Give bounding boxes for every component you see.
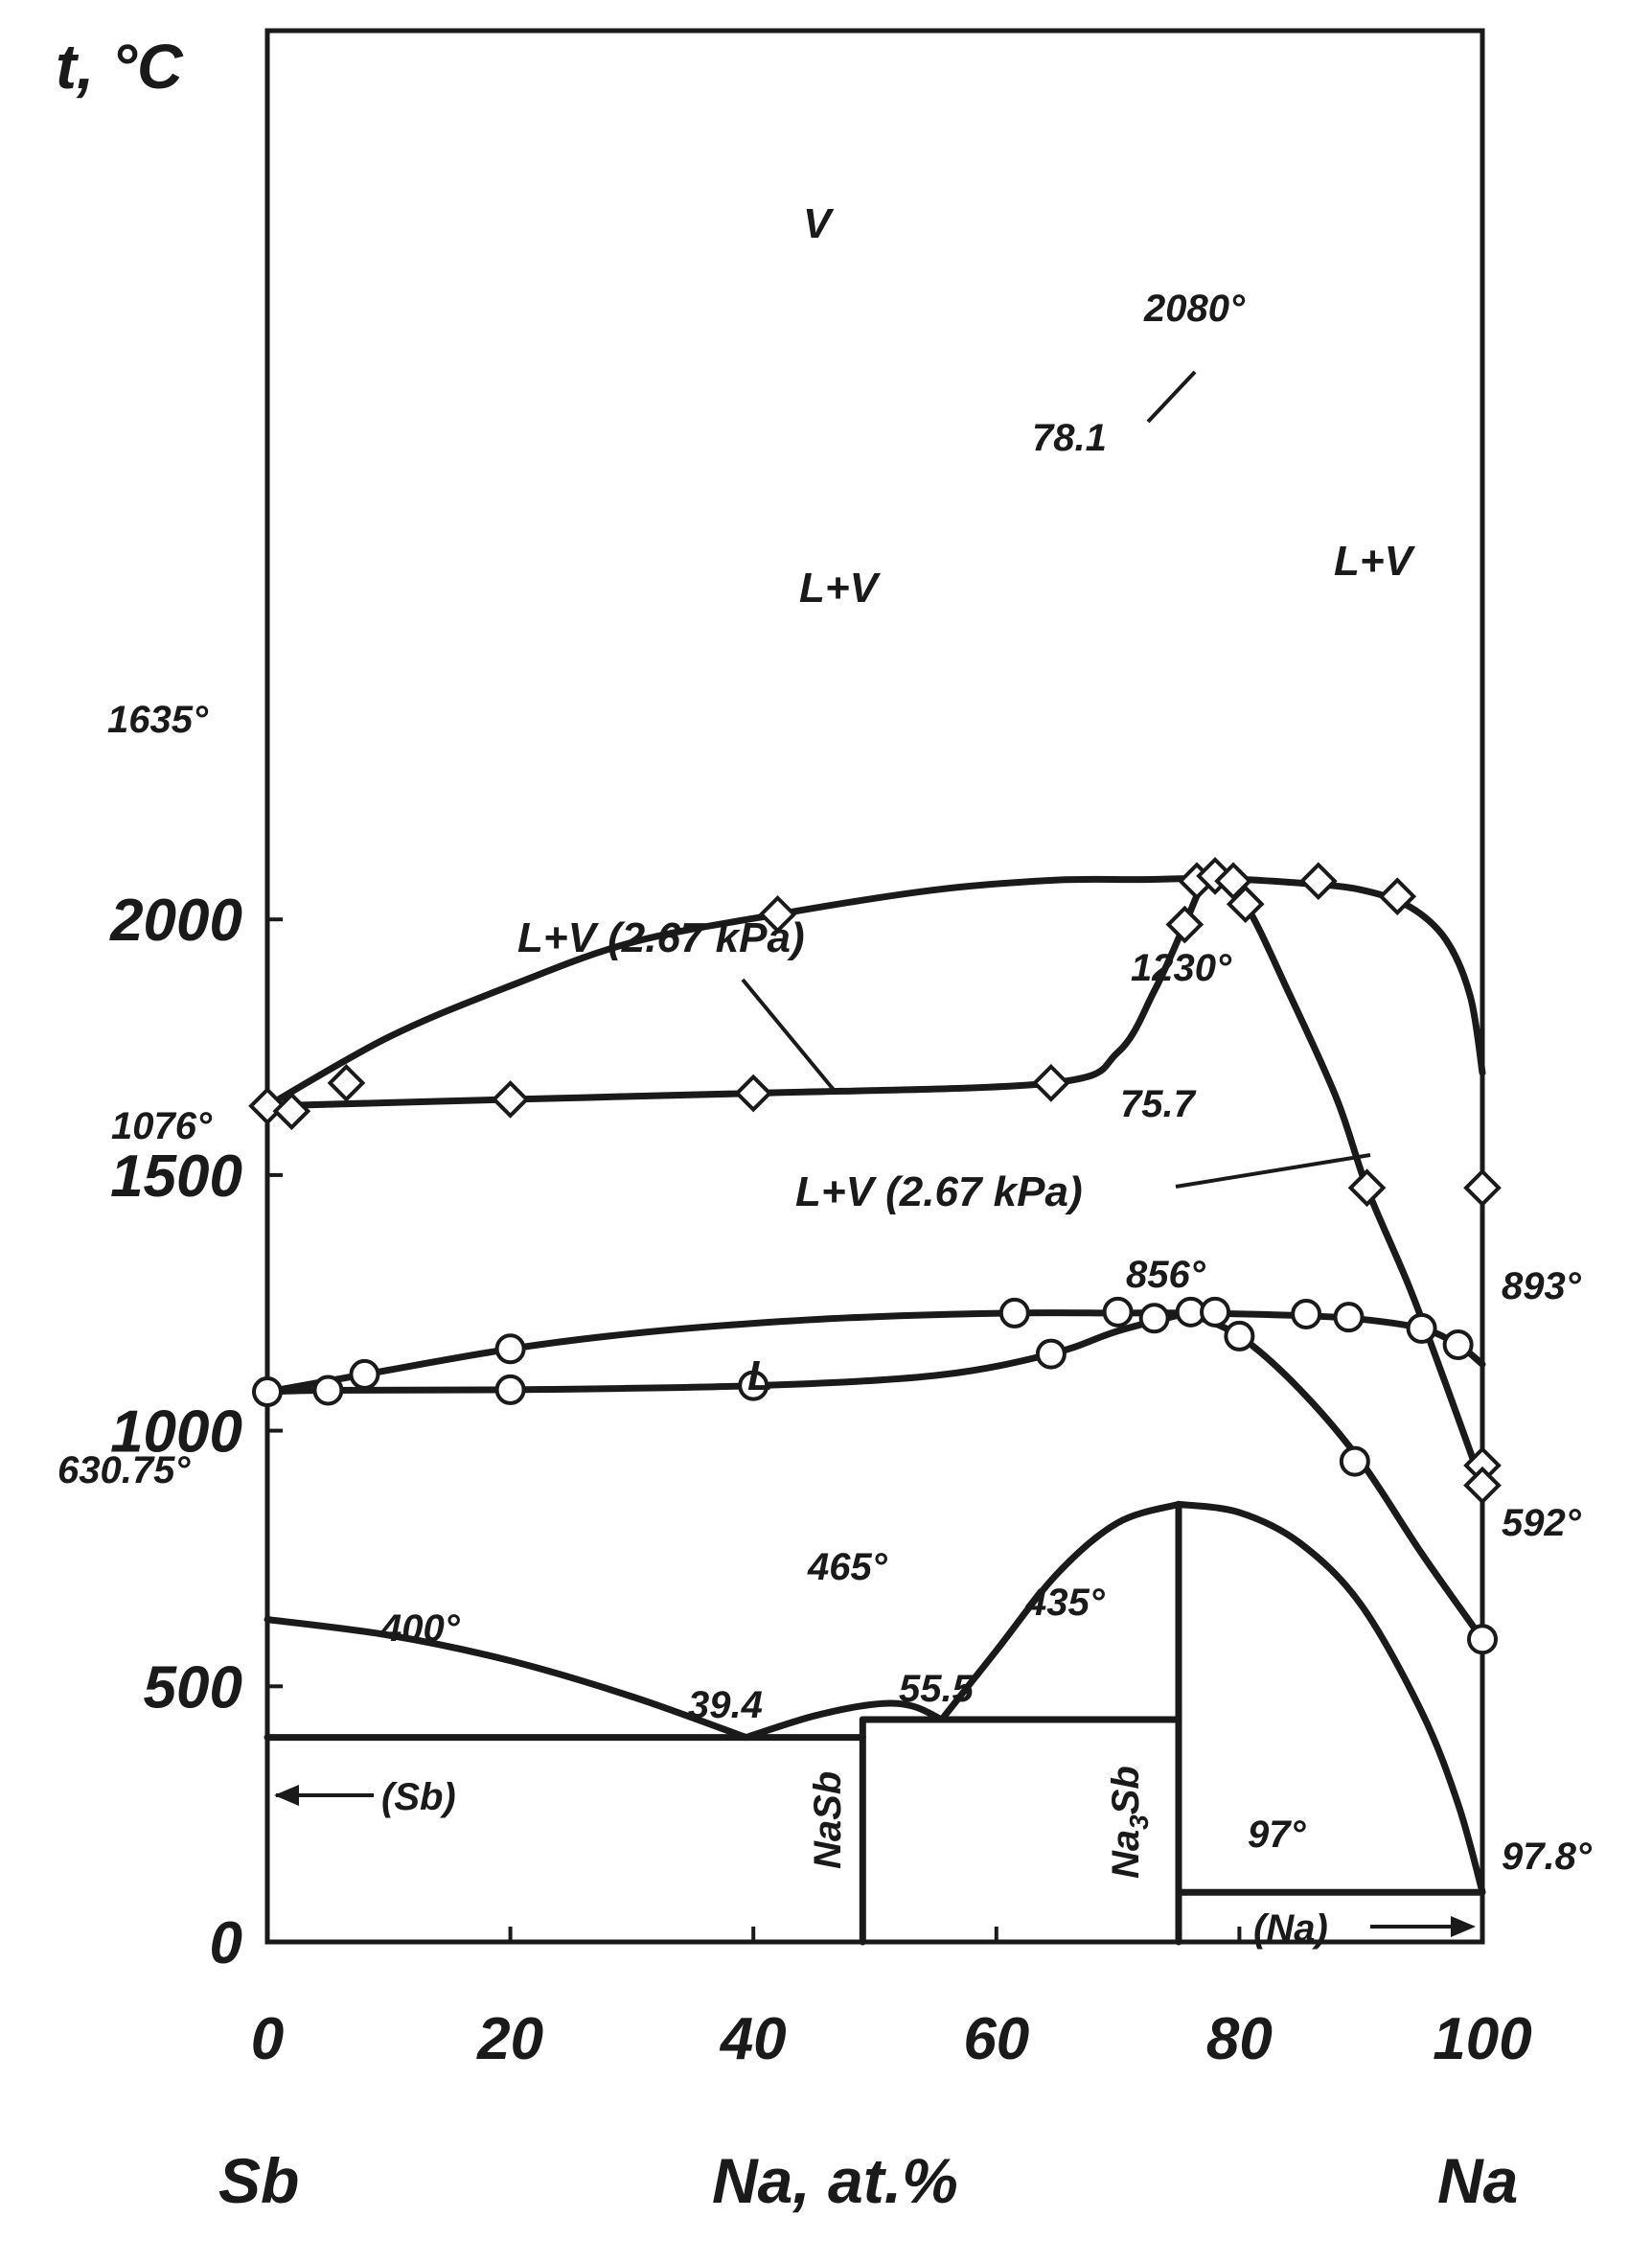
- circle-marker: [252, 1376, 283, 1408]
- label-75-7: 75.7: [1120, 1083, 1197, 1125]
- arrow-left-icon: [274, 1785, 299, 1806]
- circle-marker: [1333, 1302, 1365, 1333]
- arrow-right-icon: [1451, 1916, 1476, 1937]
- x-tick-label: 40: [719, 2006, 787, 2072]
- phase-boundary-curve: [1212, 875, 1486, 1490]
- diamond-marker: [1463, 1168, 1502, 1208]
- y-tick-label: 2000: [109, 888, 242, 954]
- phase-boundary-curve: [938, 1500, 1182, 1723]
- diamond-marker: [1298, 862, 1338, 901]
- label-435: 435°: [1024, 1582, 1106, 1624]
- phase-boundary-curve: [1175, 1500, 1486, 1896]
- diamond-marker: [248, 1087, 287, 1125]
- circle-marker: [1102, 1296, 1134, 1328]
- label-na3sb-sub: 3: [1124, 1814, 1154, 1830]
- label-97-8: 97.8°: [1502, 1836, 1593, 1878]
- label-1230: 1230°: [1131, 947, 1232, 989]
- label-39-4: 39.4: [688, 1684, 763, 1726]
- leader-line-upper-267: [741, 978, 836, 1092]
- diamond-marker: [758, 895, 797, 934]
- label-592: 592°: [1502, 1502, 1582, 1544]
- circle-marker: [349, 1358, 380, 1390]
- plot-frame: [264, 28, 1485, 1945]
- label-na-phase: (Na): [1253, 1907, 1328, 1950]
- circle-marker: [494, 1333, 526, 1365]
- circle-marker: [738, 1370, 769, 1401]
- x-tick-label: 0: [251, 2006, 284, 2072]
- diamond-marker: [1347, 1168, 1387, 1208]
- circle-marker: [1200, 1296, 1231, 1328]
- circle-marker: [1406, 1312, 1437, 1344]
- diamond-marker: [272, 1092, 311, 1131]
- circle-marker: [1339, 1445, 1370, 1477]
- label-lv-left: L+V: [799, 565, 882, 612]
- circle-marker: [1138, 1303, 1170, 1334]
- label-465: 465°: [807, 1546, 888, 1588]
- label-856: 856°: [1126, 1254, 1206, 1296]
- diamond-marker: [1463, 1466, 1502, 1505]
- x-axis-label: Na, at.%: [712, 2145, 958, 2216]
- circle-marker: [1224, 1320, 1255, 1351]
- label-893: 893°: [1502, 1265, 1582, 1307]
- right-component-label: Na: [1437, 2145, 1518, 2216]
- phase-boundary-curve: [743, 1699, 946, 1742]
- label-lv-lower-267: L+V (2.67 kPa): [795, 1168, 1083, 1215]
- y-axis-label: t, °C: [56, 31, 184, 102]
- circle-marker: [494, 1374, 526, 1405]
- circle-marker: [1442, 1328, 1474, 1360]
- diamond-marker: [327, 1064, 366, 1102]
- label-v: V: [803, 200, 835, 247]
- axis-ticks: 0 500 1000 1500 2000 0 20 40 60 80 100: [109, 888, 1532, 2072]
- circle-marker: [1035, 1338, 1067, 1370]
- diamond-marker: [1226, 885, 1265, 924]
- diamond-marker: [491, 1080, 530, 1119]
- diamond-marker: [1165, 905, 1205, 944]
- label-55-5: 55.5: [899, 1668, 975, 1710]
- label-lv-upper-267: L+V (2.67 kPa): [517, 914, 805, 961]
- x-tick-label: 20: [476, 2006, 543, 2072]
- label-1635: 1635°: [107, 699, 209, 741]
- left-component-label: Sb: [218, 2145, 299, 2216]
- phase-boundary-curve: [264, 874, 1486, 1110]
- label-na3sb-post: Sb: [1105, 1766, 1147, 1814]
- y-tick-label: 1000: [110, 1399, 242, 1466]
- y-tick-label: 0: [210, 1910, 242, 1976]
- label-630-75: 630.75°: [57, 1449, 191, 1491]
- phase-boundary-curve: [264, 874, 1220, 1110]
- label-sb-phase: (Sb): [381, 1776, 456, 1818]
- y-tick-label: 500: [144, 1654, 242, 1721]
- label-1076: 1076°: [111, 1105, 213, 1147]
- circle-marker: [1467, 1624, 1498, 1655]
- x-tick-label: 60: [963, 2006, 1029, 2072]
- phase-boundary-curve: [264, 1309, 1191, 1396]
- circle-marker: [312, 1375, 344, 1406]
- phase-boundary-curve: [264, 1616, 750, 1742]
- label-97: 97°: [1248, 1814, 1306, 1856]
- leader-line-78: [1146, 370, 1197, 424]
- label-78-1: 78.1: [1032, 417, 1107, 459]
- label-na3sb: Na3Sb: [1105, 1766, 1154, 1879]
- y-tick-label: 1500: [110, 1144, 242, 1210]
- x-tick-label: 80: [1206, 2006, 1273, 2072]
- diamond-marker: [1032, 1064, 1070, 1102]
- x-tick-label: 100: [1433, 2006, 1531, 2072]
- label-2080: 2080°: [1143, 288, 1246, 330]
- label-nasb: NaSb: [807, 1771, 849, 1869]
- circle-marker: [998, 1297, 1030, 1328]
- diamond-marker: [734, 1074, 773, 1113]
- leader-line-lower-267: [1175, 1153, 1371, 1189]
- data-markers: [248, 857, 1502, 1655]
- label-l: L: [747, 1352, 773, 1399]
- label-400: 400°: [379, 1607, 461, 1650]
- diamond-marker: [1378, 877, 1417, 916]
- label-lv-right: L+V: [1334, 538, 1416, 585]
- circle-marker: [1291, 1298, 1322, 1329]
- label-na3sb-pre: Na: [1105, 1830, 1147, 1879]
